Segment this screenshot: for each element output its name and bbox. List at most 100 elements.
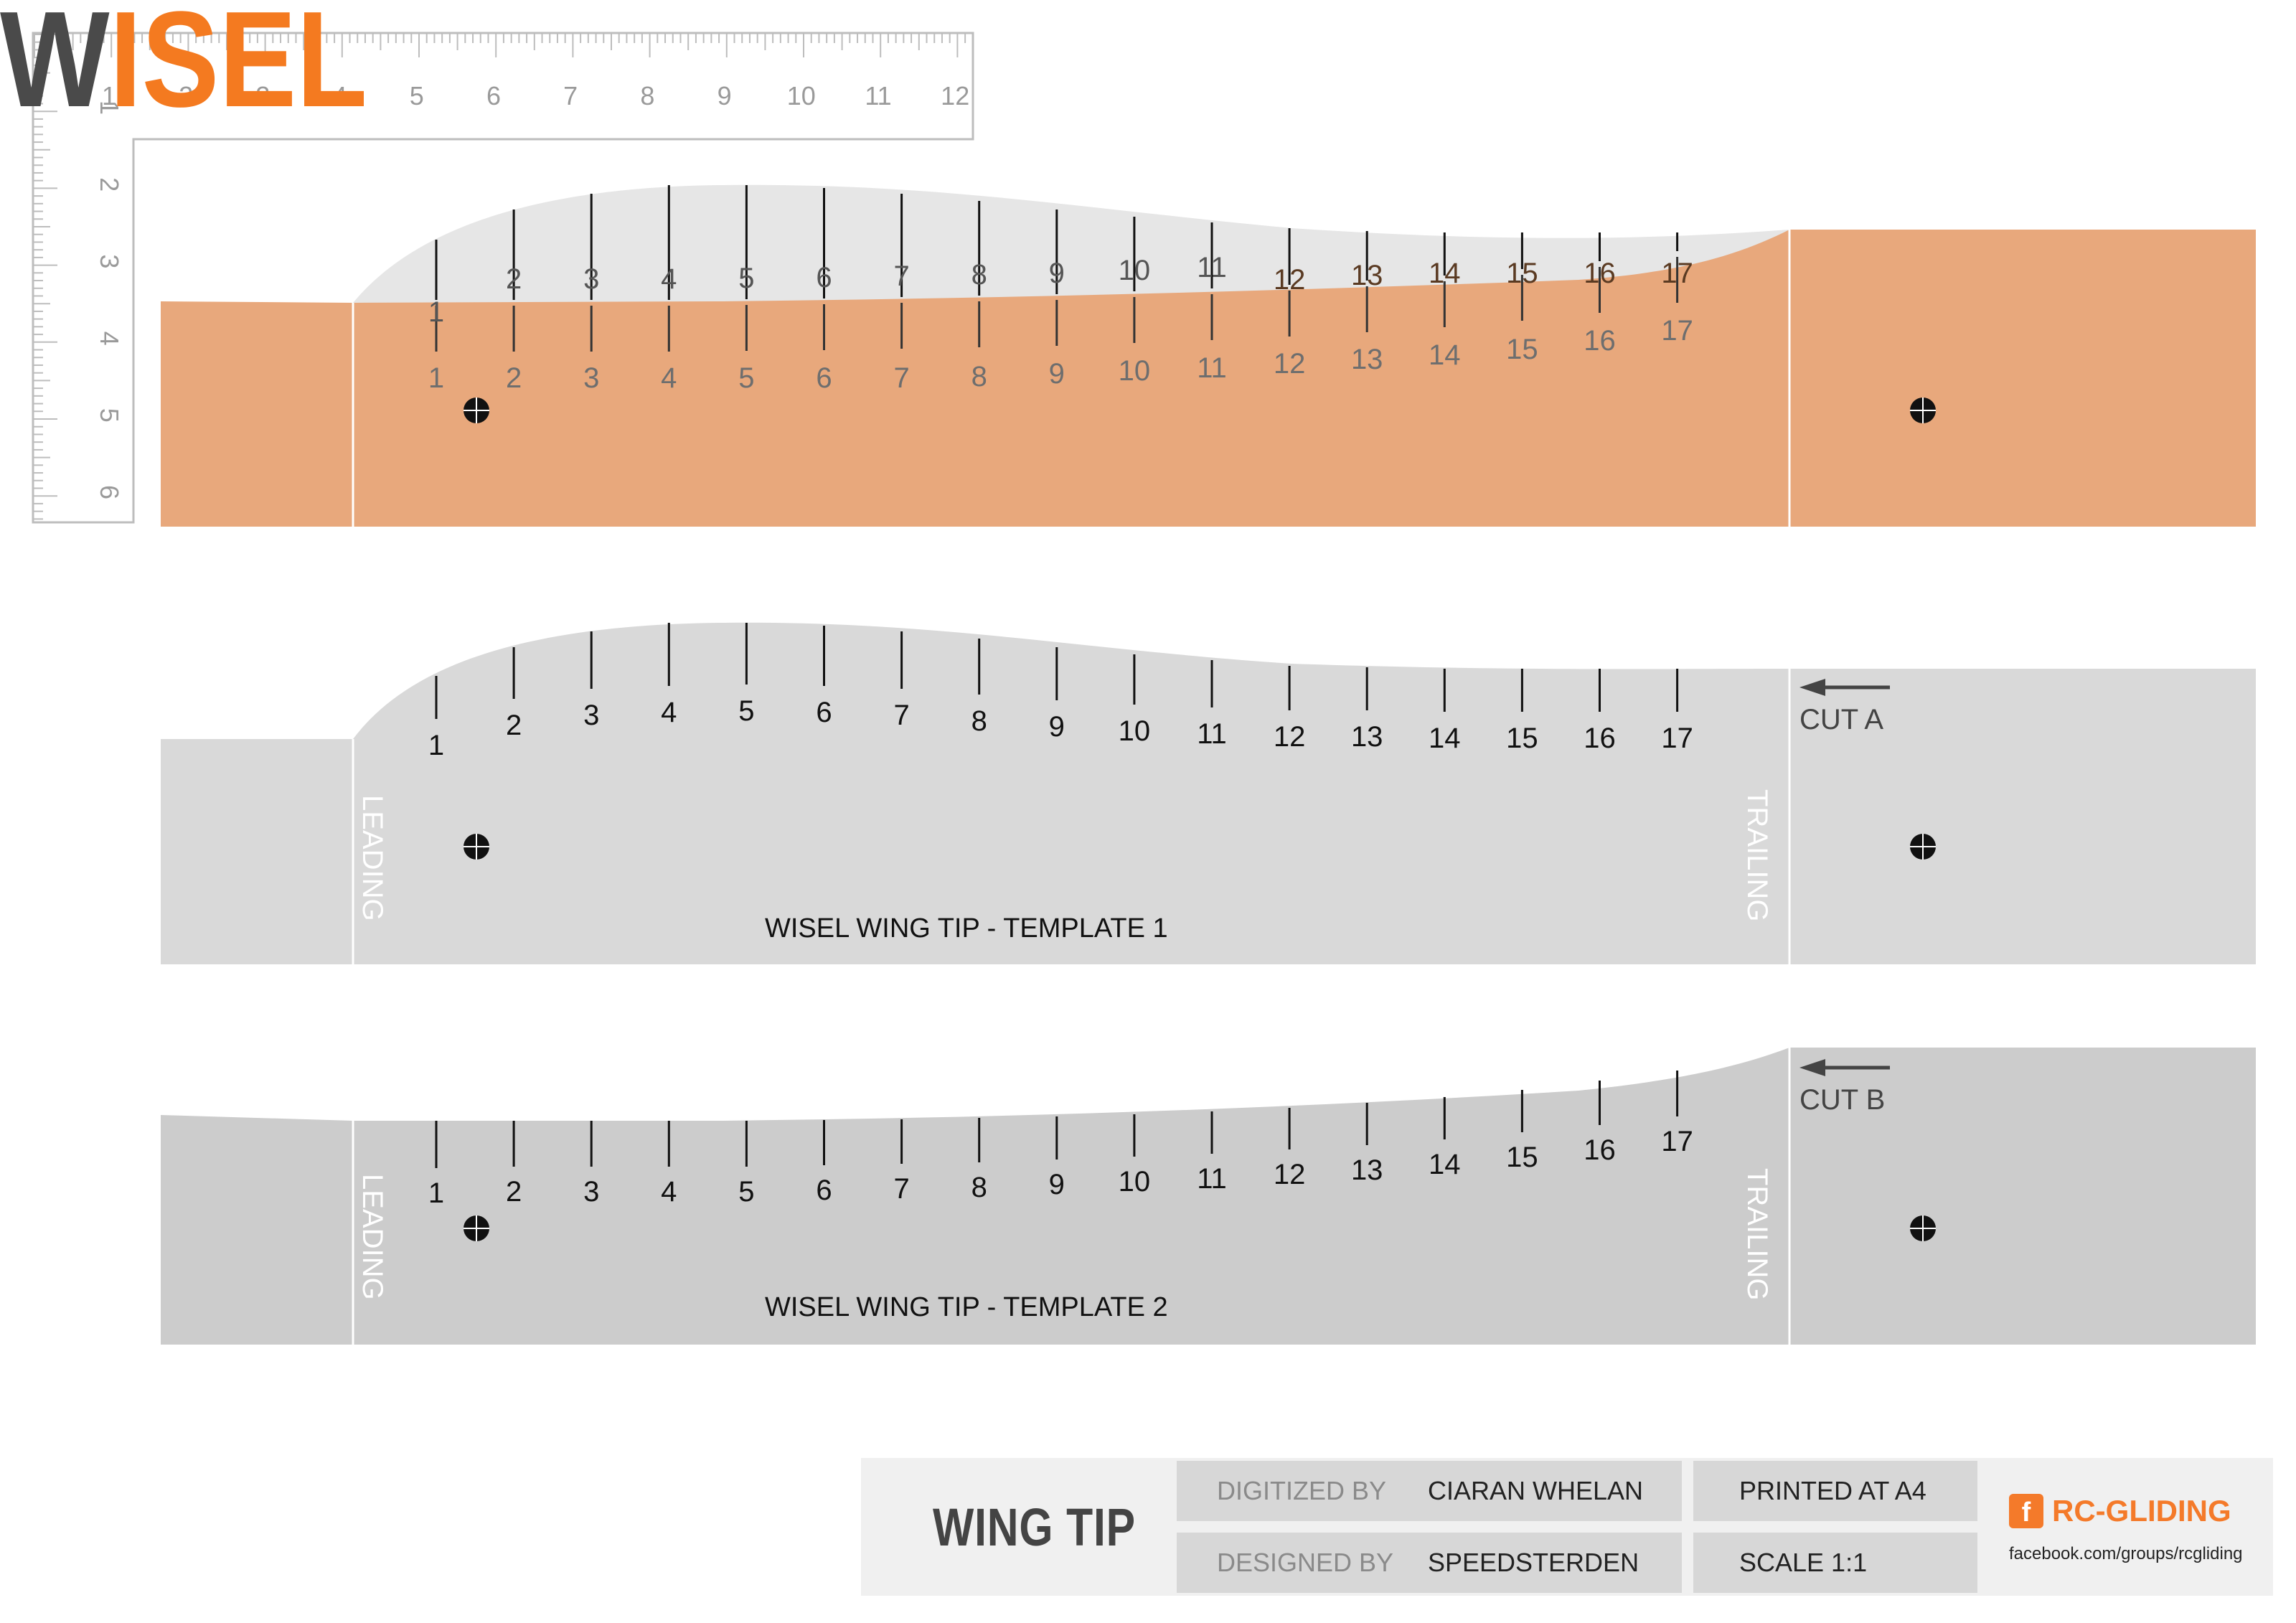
template-2-body — [161, 1048, 2256, 1345]
ruler-label-v: 1 — [95, 100, 124, 115]
station-label: 12 — [1274, 721, 1306, 753]
lower-station-label: 17 — [1661, 315, 1693, 347]
cut-a-arrow-icon — [1799, 679, 1890, 696]
station-label: 15 — [1506, 1142, 1538, 1173]
lower-station-label: 3 — [583, 362, 599, 394]
upper-station-label: 13 — [1351, 260, 1383, 291]
station-label: 14 — [1429, 723, 1461, 754]
station-label: 5 — [738, 1176, 754, 1208]
lower-station-label: 11 — [1197, 352, 1227, 384]
station-label: 17 — [1661, 723, 1693, 754]
facebook-icon: f — [2009, 1494, 2043, 1528]
t1-title: WISEL WING TIP - TEMPLATE 1 — [765, 913, 1168, 944]
ruler-label-h: 10 — [787, 81, 816, 110]
lower-station-label: 5 — [738, 362, 754, 394]
rc-gliding-brand[interactable]: f RC-GLIDING — [2009, 1494, 2231, 1528]
t1-leading-label: LEADING — [357, 795, 388, 921]
ruler-label-h: 9 — [718, 81, 732, 110]
ruler-label-v: 2 — [95, 177, 124, 192]
ruler-label-h: 4 — [333, 81, 347, 110]
station-label: 13 — [1351, 1154, 1383, 1186]
template-1: 12 3 4 5 6 7 8 9 10 11 12 13 14 15 16 17 LEADING TRAILI… — [161, 622, 2256, 964]
rc-gliding-url[interactable]: facebook.com/groups/rcgliding — [2009, 1544, 2243, 1563]
station-label: 6 — [816, 1175, 832, 1206]
station-label: 9 — [1049, 1169, 1065, 1200]
template-1-body — [161, 622, 2256, 964]
station-label: 10 — [1119, 715, 1151, 747]
ruler-label-v: 4 — [95, 331, 124, 346]
t1-left-hole — [464, 834, 489, 860]
upper-station-label: 12 — [1274, 264, 1306, 296]
printed-cell: PRINTED AT A4 — [1693, 1461, 1977, 1521]
station-label: 8 — [971, 705, 987, 737]
station-label: 11 — [1197, 1163, 1227, 1195]
digitized-value: CIARAN WHELAN — [1428, 1476, 1644, 1505]
station-label: 3 — [583, 1176, 599, 1208]
top-right-hole — [1910, 397, 1936, 423]
template-1-station-ticks — [435, 623, 1679, 719]
station-label: 10 — [1119, 1166, 1151, 1198]
station-label: 12 — [1274, 1159, 1306, 1190]
top-lower-station-labels: 1 2 3 4 5 6 7 8 9 10 11 12 13 14 15 16 17 — [428, 315, 1693, 394]
t2-trailing-label: TRAILING — [1741, 1168, 1773, 1300]
ruler-label-v: 5 — [95, 408, 124, 423]
station-label: 16 — [1584, 1134, 1616, 1166]
station-label: 16 — [1584, 723, 1616, 754]
station-label: 11 — [1197, 718, 1227, 750]
lower-station-label: 2 — [506, 362, 522, 394]
lower-station-label: 4 — [661, 362, 677, 394]
ruler-outline — [32, 32, 974, 524]
station-label: 1 — [428, 730, 444, 761]
lower-station-label: 1 — [428, 362, 444, 394]
station-label: 14 — [1429, 1149, 1461, 1180]
upper-station-label: 15 — [1506, 258, 1538, 289]
top-template: 12 3 4 5 6 7 8 9 10 11 12 13 14 15 16 17 1 2 3 4 5 6 7 8 9 10 11 1… — [161, 184, 2256, 527]
ruler-label-h: 11 — [865, 81, 891, 110]
cut-b-arrow-icon — [1799, 1059, 1890, 1076]
ruler-label-h: 12 — [941, 81, 969, 110]
digitized-row: DIGITIZED BY CIARAN WHELAN — [1177, 1461, 1682, 1521]
station-label: 6 — [816, 697, 832, 728]
upper-station-label: 8 — [971, 259, 987, 291]
template-2-station-ticks — [435, 1071, 1679, 1168]
top-upper-station-labels: 12 3 4 5 6 7 8 9 10 11 12 13 14 15 16 17 — [428, 252, 1693, 328]
lower-station-label: 7 — [893, 362, 909, 394]
station-label: 7 — [893, 1173, 909, 1205]
title-block: WING TIP DIGITIZED BY CIARAN WHELAN DESI… — [861, 1458, 2273, 1596]
t1-trailing-label: TRAILING — [1741, 789, 1773, 921]
upper-station-label: 17 — [1661, 258, 1693, 289]
rc-gliding-name: RC-GLIDING — [2052, 1494, 2231, 1528]
t1-right-hole — [1910, 834, 1936, 860]
lower-station-label: 9 — [1049, 358, 1065, 390]
t2-left-hole — [464, 1215, 489, 1241]
station-label: 5 — [738, 695, 754, 727]
upper-station-label: 11 — [1197, 252, 1227, 283]
ruler-ticks — [33, 33, 966, 520]
template-2: 1 2 3 4 5 6 7 8 9 10 11 12 13 14 15 16 17 LEADING TRAILI… — [161, 1048, 2256, 1345]
upper-station-label: 6 — [816, 262, 832, 293]
top-template-body — [161, 230, 2256, 527]
svg-text:WISEL: WISEL — [0, 0, 367, 115]
upper-station-label: 5 — [738, 263, 754, 294]
station-label: 2 — [506, 1176, 522, 1208]
t2-leading-label: LEADING — [357, 1174, 388, 1300]
template-1-station-labels: 12 3 4 5 6 7 8 9 10 11 12 13 14 15 16 17 — [428, 695, 1693, 761]
t2-right-hole — [1910, 1215, 1936, 1241]
upper-station-label: 16 — [1584, 258, 1616, 289]
lower-station-label: 13 — [1351, 344, 1383, 375]
station-label: 4 — [661, 697, 677, 728]
station-label: 13 — [1351, 721, 1383, 753]
lower-station-label: 8 — [971, 361, 987, 392]
lower-station-label: 10 — [1119, 355, 1151, 387]
designed-label: DESIGNED BY — [1217, 1548, 1394, 1577]
station-label: 2 — [506, 710, 522, 741]
top-station-ticks — [435, 185, 1679, 352]
logo-isel: ISEL — [110, 0, 367, 115]
upper-station-label: 10 — [1119, 255, 1151, 286]
t2-title: WISEL WING TIP - TEMPLATE 2 — [765, 1292, 1168, 1322]
upper-station-label: 3 — [583, 263, 599, 295]
logo-w: W — [0, 0, 110, 115]
station-label: 1 — [428, 1177, 444, 1209]
